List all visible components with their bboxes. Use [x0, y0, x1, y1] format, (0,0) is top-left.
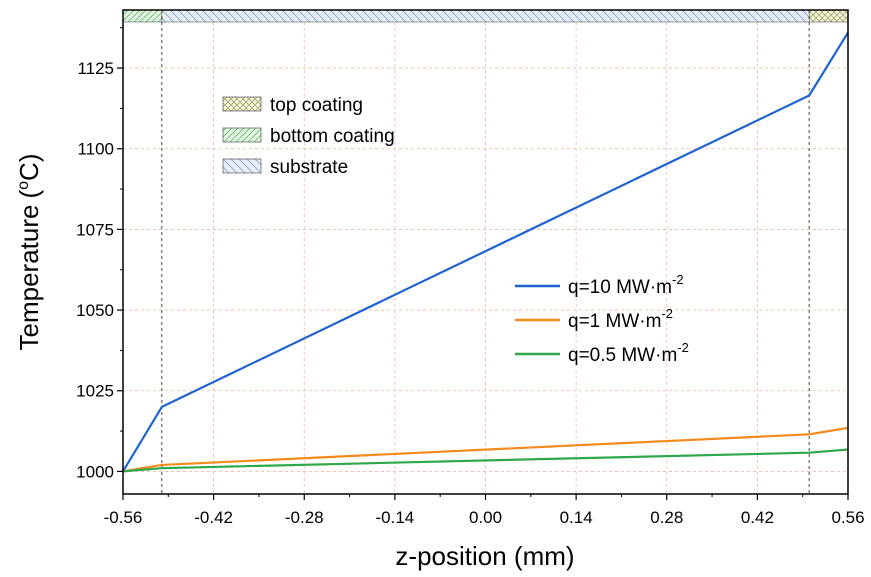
y-axis-title: Temperature (oC)	[14, 154, 44, 351]
series-legend: q=10 MW·m-2 q=1 MW·m-2 q=0.5 MW·m-2	[515, 272, 689, 366]
x-tick-label: 0.14	[560, 508, 593, 527]
x-tick-label: 0.28	[650, 508, 683, 527]
interface-lines	[161, 10, 810, 494]
series-legend-label: q=10 MW·m-2	[568, 272, 684, 298]
series-legend-label: q=0.5 MW·m-2	[568, 340, 689, 366]
series-legend-label: q=1 MW·m-2	[568, 306, 673, 332]
region-legend-swatch	[222, 158, 262, 174]
series-line-2	[122, 426, 849, 473]
x-tick-label: -0.56	[104, 508, 143, 527]
x-tick-label: 0.42	[741, 508, 774, 527]
y-axis-title-unit-open: (	[14, 190, 44, 199]
region-legend-label: top coating	[270, 95, 363, 116]
series-lines	[122, 32, 849, 473]
y-tick-label: 1000	[76, 462, 114, 481]
y-axis-title-unit-base: C)	[14, 154, 44, 181]
region-bands	[122, 9, 849, 23]
region-legend-swatch	[222, 96, 262, 112]
region-legend-label: substrate	[270, 157, 348, 178]
region-band-bottom-coating	[122, 9, 163, 23]
x-tick-label: -0.42	[194, 508, 233, 527]
y-axis-ticks: 1000 1025 1050 1075 1100 1125	[76, 27, 123, 481]
region-band-substrate	[161, 9, 810, 23]
y-tick-label: 1075	[76, 220, 114, 239]
x-tick-label: 0.56	[831, 508, 864, 527]
region-band-top-coating	[808, 9, 849, 23]
y-axis-title-unit-super: o	[15, 181, 32, 190]
y-tick-label: 1100	[77, 140, 114, 159]
y-tick-label: 1025	[76, 382, 114, 401]
x-tick-label: -0.14	[376, 508, 415, 527]
series-line-1	[122, 32, 849, 472]
x-tick-label: -0.28	[285, 508, 324, 527]
y-tick-label: 1125	[77, 59, 114, 78]
region-legend: top coating bottom coating substrate	[222, 95, 395, 178]
x-tick-label: 0.00	[469, 508, 502, 527]
x-axis-ticks: -0.56 -0.42 -0.28 -0.14 0.00 0.14 0.28 0.42 0.56	[104, 494, 865, 527]
region-legend-label: bottom coating	[270, 126, 395, 147]
region-legend-swatch	[222, 127, 262, 143]
y-tick-label: 1050	[76, 301, 114, 320]
x-axis-title: z-position (mm)	[395, 541, 574, 571]
series-line-3	[122, 448, 849, 473]
y-axis-title-main: Temperature	[14, 205, 44, 351]
